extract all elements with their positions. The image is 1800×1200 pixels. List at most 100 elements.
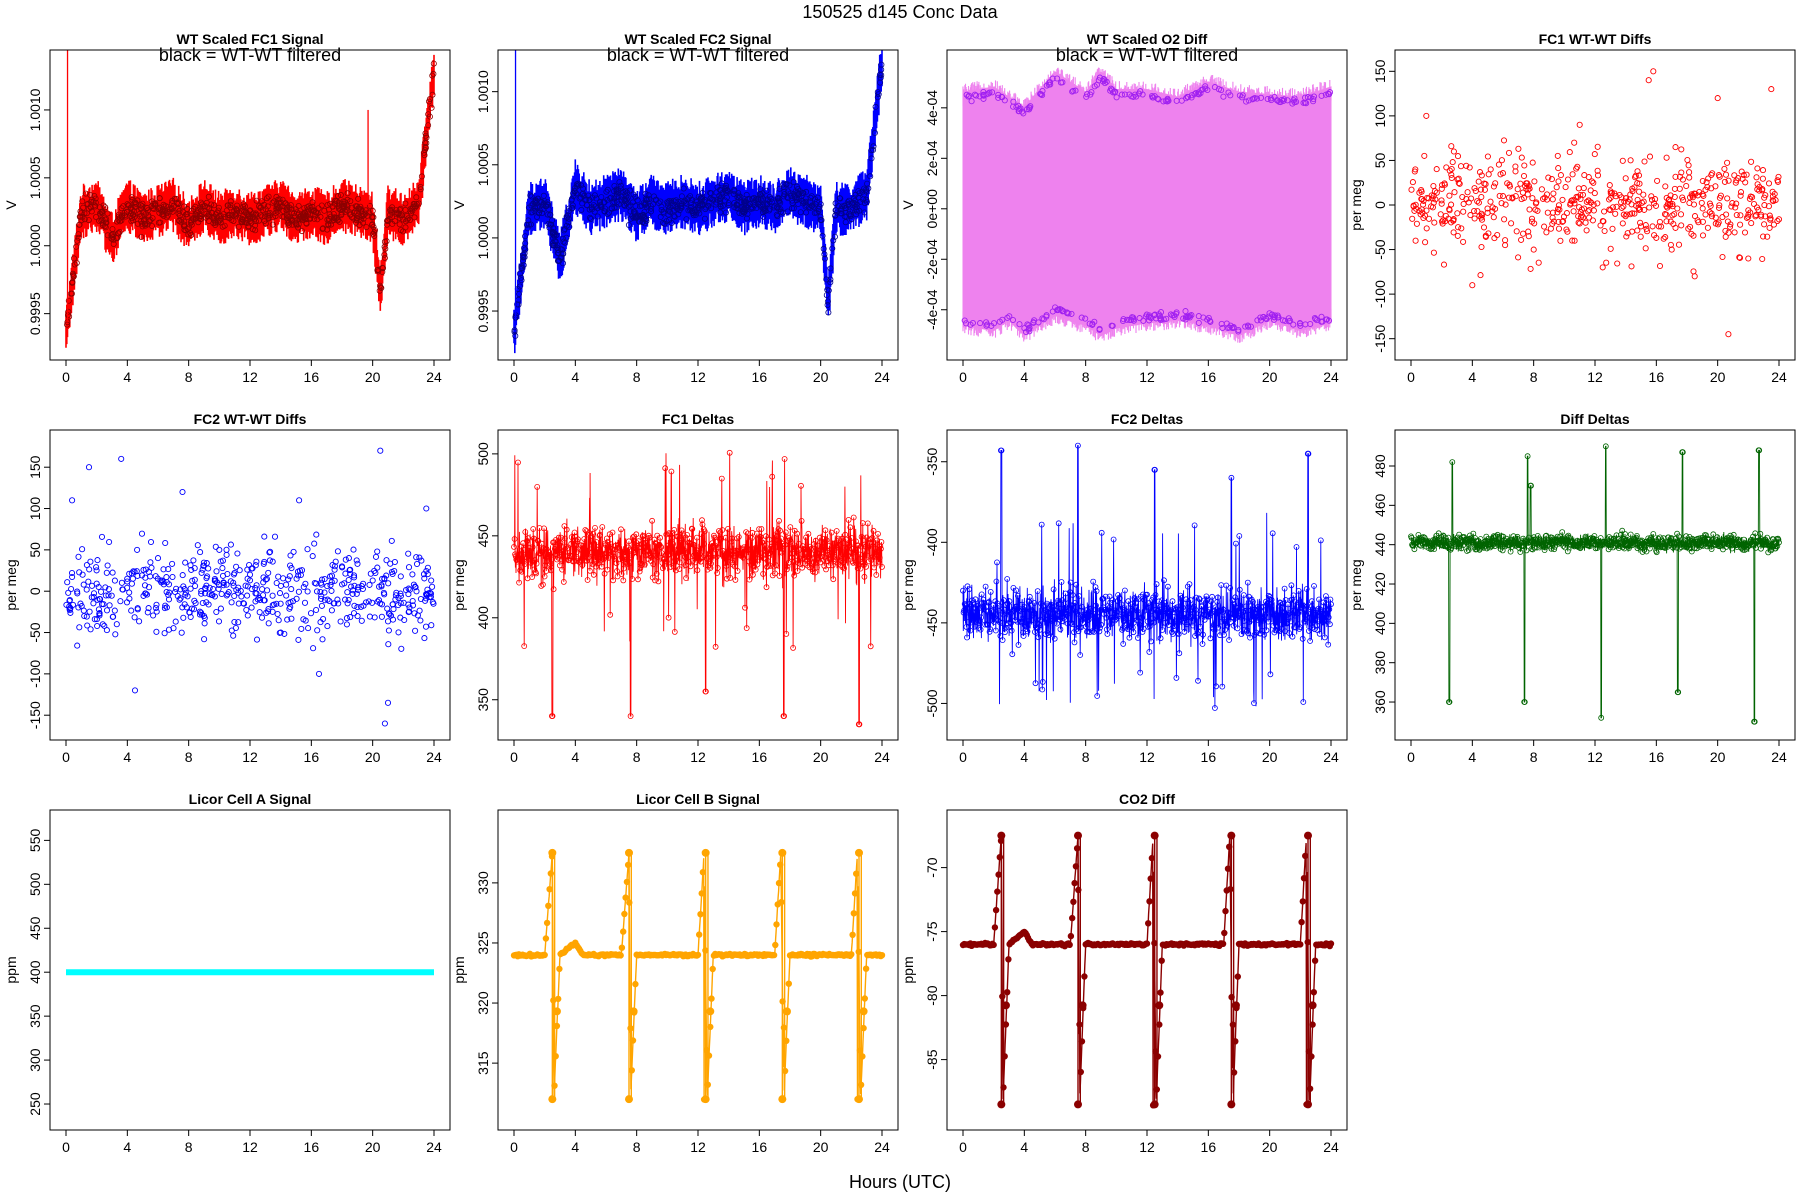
data-point [826, 543, 833, 549]
data-point [198, 569, 205, 576]
x-axis: 0 4 8 12 16 20 24 [959, 740, 1339, 765]
data-point [1059, 79, 1066, 86]
data-point [1538, 186, 1545, 193]
data-point [1448, 545, 1455, 552]
data-point [837, 541, 843, 548]
data-point [1268, 596, 1275, 603]
data-point [1234, 625, 1241, 632]
data-point [397, 614, 404, 621]
data-point [704, 566, 711, 573]
data-point [756, 554, 763, 560]
data-point [584, 577, 591, 583]
y-tick-label: -450 [924, 609, 940, 637]
data-point [331, 577, 338, 584]
data-point [230, 217, 237, 224]
data-point [293, 595, 300, 602]
data-point [611, 204, 618, 211]
data-point [1616, 543, 1623, 549]
data-point [410, 581, 417, 588]
data-point [1632, 540, 1639, 547]
data-point [331, 215, 338, 222]
data-point [1013, 587, 1020, 594]
data-point [1698, 199, 1705, 206]
data-point [1745, 255, 1752, 262]
data-point [635, 576, 641, 583]
data-point [1444, 539, 1451, 545]
data-point [663, 218, 670, 225]
x-tick-label: 4 [123, 749, 131, 765]
data-point [1715, 219, 1722, 226]
data-point [653, 570, 660, 577]
data-point [791, 572, 798, 579]
data-point [354, 613, 361, 620]
data-point [1623, 542, 1629, 548]
data-point [389, 204, 396, 211]
data-point [642, 201, 649, 208]
data-point [1471, 185, 1478, 192]
data-point [1525, 228, 1532, 235]
data-point [1526, 206, 1533, 213]
data-point [397, 573, 404, 580]
data-point [775, 526, 782, 533]
data-point [265, 569, 272, 576]
data-point [1433, 166, 1440, 173]
data-point [606, 546, 612, 553]
data-point [1551, 543, 1558, 550]
data-point [142, 574, 149, 581]
data-point [861, 573, 868, 580]
data-point [400, 216, 407, 223]
data-point [1476, 212, 1483, 220]
data-point [636, 568, 643, 575]
data-point [314, 627, 321, 634]
data-point [204, 213, 211, 220]
data-point [529, 544, 536, 550]
data-point [1613, 532, 1620, 539]
data-point [1200, 597, 1207, 604]
data-point [980, 91, 987, 98]
data-point [283, 581, 290, 588]
data-point [1039, 679, 1046, 685]
data-point [541, 573, 548, 580]
data-point [429, 599, 436, 606]
data-point [381, 720, 388, 727]
data-point [1607, 190, 1614, 197]
data-point [169, 573, 176, 581]
data-point [248, 565, 255, 572]
data-point [1188, 94, 1195, 101]
data-point [192, 582, 199, 590]
data-point [269, 199, 276, 206]
data-point [617, 182, 624, 189]
data-point [219, 565, 226, 572]
data-point [1049, 308, 1056, 315]
data-point [428, 577, 435, 584]
data-point [85, 217, 92, 224]
data-point [281, 630, 288, 637]
data-point [1702, 186, 1709, 193]
data-point [772, 544, 779, 550]
data-point [368, 222, 375, 229]
data-point [66, 603, 73, 610]
data-point [1712, 214, 1719, 221]
data-point [267, 548, 274, 555]
data-point [140, 566, 147, 573]
data-point [212, 219, 219, 226]
data-point [1675, 689, 1682, 696]
data-point [763, 187, 770, 194]
data-point [1566, 534, 1572, 541]
data-point [538, 583, 545, 589]
data-point [350, 610, 358, 617]
data-point [814, 194, 821, 201]
data-point [1050, 586, 1057, 593]
data-point [1635, 204, 1642, 211]
data-point [1619, 527, 1626, 534]
data-point [307, 610, 315, 617]
data-point [1762, 213, 1769, 220]
data-point [1687, 545, 1694, 551]
data-point [71, 255, 78, 262]
data-point [1176, 650, 1183, 657]
data-point [216, 546, 223, 553]
data-point [184, 226, 191, 233]
data-point [182, 589, 189, 596]
data-point [1705, 175, 1712, 182]
data-point [300, 217, 307, 224]
